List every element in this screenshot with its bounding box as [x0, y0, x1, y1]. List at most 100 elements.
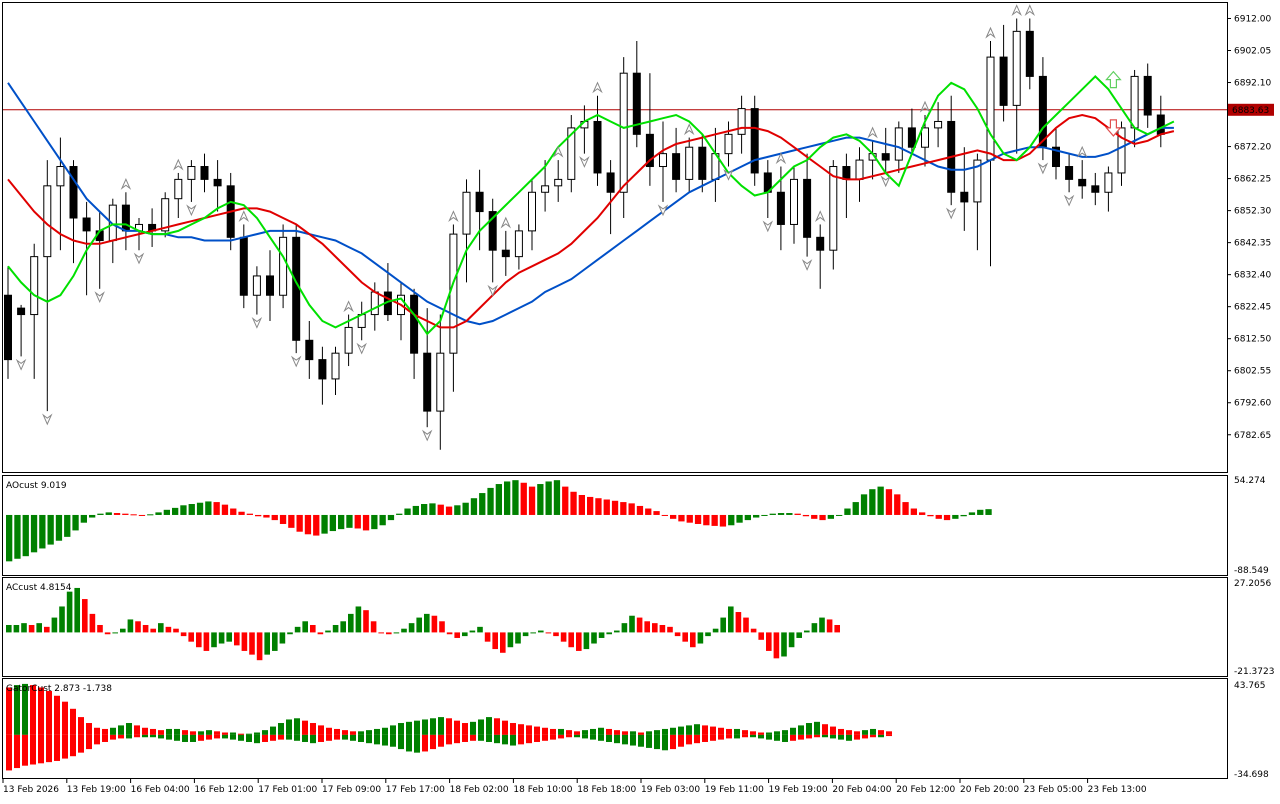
gator-lower-bar-up	[614, 734, 620, 744]
histogram-bar-down	[826, 619, 833, 633]
time-tick-label: 17 Feb 09:00	[322, 785, 381, 795]
histogram-bar-up	[796, 632, 802, 638]
gator-lower-bar-down	[454, 734, 460, 744]
histogram-bar-up	[786, 513, 793, 515]
gator-upper-bar-up	[870, 728, 876, 735]
fractal-up-icon	[448, 210, 459, 223]
histogram-bar-down	[652, 623, 658, 633]
histogram-bar-up	[538, 630, 544, 633]
gator-lower-bar-down	[670, 734, 676, 750]
gator-upper-bar-down	[854, 731, 860, 735]
histogram-bar-up	[744, 514, 751, 521]
fractal-up-icon	[238, 210, 250, 223]
fractal-down-icon	[945, 207, 957, 220]
gator-upper-bar-up	[790, 727, 796, 735]
gator-upper-bar-up	[358, 731, 364, 735]
gator-lower-bar-up	[646, 734, 652, 748]
histogram-bar-down	[130, 514, 137, 516]
gator-lower-bar-up	[654, 734, 660, 750]
gator-lower-bar-up	[254, 734, 260, 744]
candle-bullish	[685, 146, 694, 180]
gator-lower-bar-down	[94, 734, 100, 745]
candle-bullish	[790, 178, 798, 225]
histogram-bar-up	[72, 514, 79, 531]
candle-bullish	[344, 326, 353, 354]
gator-layer	[6, 683, 892, 771]
gator-upper-bar-up	[686, 725, 692, 735]
histogram-bar-down	[576, 632, 582, 651]
ac-title: ACcust 4.8154	[6, 583, 72, 593]
gator-upper-bar-down	[318, 725, 324, 735]
histogram-bar-up	[495, 484, 502, 515]
gator-lower-bar-down	[38, 734, 44, 764]
candle-bearish	[213, 178, 222, 187]
fractal-down-icon	[15, 358, 27, 371]
histogram-bar-up	[59, 606, 65, 633]
histogram-bar-up	[769, 513, 776, 515]
histogram-bar-up	[712, 628, 719, 633]
candle-bullish	[1012, 30, 1021, 106]
gator-lower-bar-down	[334, 734, 340, 740]
gator-upper-bar-down	[310, 723, 316, 735]
histogram-bar-down	[628, 503, 635, 515]
histogram-bar-up	[844, 508, 851, 515]
gator-upper-bar-down	[510, 723, 516, 735]
histogram-bar-down	[919, 512, 926, 515]
gator-lower-bar-down	[686, 734, 692, 745]
gator-lower-bar-down	[558, 734, 564, 739]
gator-lower-bar-down	[702, 734, 708, 742]
histogram-bar-up	[218, 632, 225, 644]
candle-bearish	[645, 133, 654, 168]
histogram-bar-down	[811, 514, 818, 519]
histogram-bar-up	[512, 480, 519, 515]
histogram-bar-up	[379, 514, 386, 526]
gator-upper-bar-down	[46, 691, 52, 735]
histogram-bar-up	[64, 514, 71, 537]
gator-lower-bar-down	[542, 734, 548, 741]
gator-upper-bar-up	[678, 726, 684, 735]
histogram-bar-down	[819, 514, 826, 521]
histogram-bar-up	[424, 613, 430, 633]
fractal-up-icon	[343, 300, 354, 313]
histogram-bar-down	[885, 489, 893, 515]
histogram-bar-down	[766, 632, 772, 651]
fractal-down-icon	[186, 204, 197, 217]
candle-bearish	[999, 56, 1008, 106]
gator-upper-bar-down	[502, 720, 508, 735]
gator-upper-bar-up	[174, 728, 180, 735]
gator-upper-bar-up	[414, 720, 420, 735]
histogram-bar-down	[927, 514, 934, 517]
gator-lower-bar-up	[878, 734, 884, 738]
gator-lower-bar-up	[582, 734, 588, 739]
gator-lower-bar-up	[750, 734, 756, 738]
histogram-bar-down	[943, 514, 951, 521]
time-tick-label: 16 Feb 04:00	[131, 785, 190, 795]
candle-bearish	[200, 166, 209, 180]
histogram-bar-down	[317, 632, 324, 635]
gator-upper-bar-up	[422, 719, 428, 735]
histogram-bar-up	[401, 628, 407, 633]
candle-bearish	[475, 191, 484, 213]
gator-upper-bar-down	[238, 733, 244, 735]
gator-upper-bar-down	[150, 728, 156, 735]
histogram-bar-down	[678, 514, 685, 522]
gator-upper-bar-up	[366, 730, 372, 735]
gator-upper-bar-up	[294, 718, 300, 735]
time-tick-label: 23 Feb 13:00	[1088, 785, 1147, 795]
gator-upper-bar-up	[206, 730, 212, 735]
gator-lower-bar-up	[510, 734, 516, 746]
gator-upper-bar-up	[398, 723, 404, 735]
axes-layer: 6912.00 6902.05 6892.10 6872.20 6862.25 6852.…	[2, 14, 1274, 795]
histogram-bar-up	[968, 512, 976, 515]
histogram-bar-up	[869, 489, 876, 515]
histogram-bar-down	[378, 632, 384, 634]
histogram-bar-up	[537, 484, 544, 515]
histogram-bar-up	[522, 632, 529, 637]
histogram-bar-down	[645, 508, 652, 515]
gator-upper-bar-down	[846, 730, 852, 735]
gator-lower-bar-down	[22, 734, 28, 766]
histogram-bar-up	[272, 632, 278, 651]
histogram-bar-down	[910, 508, 917, 515]
